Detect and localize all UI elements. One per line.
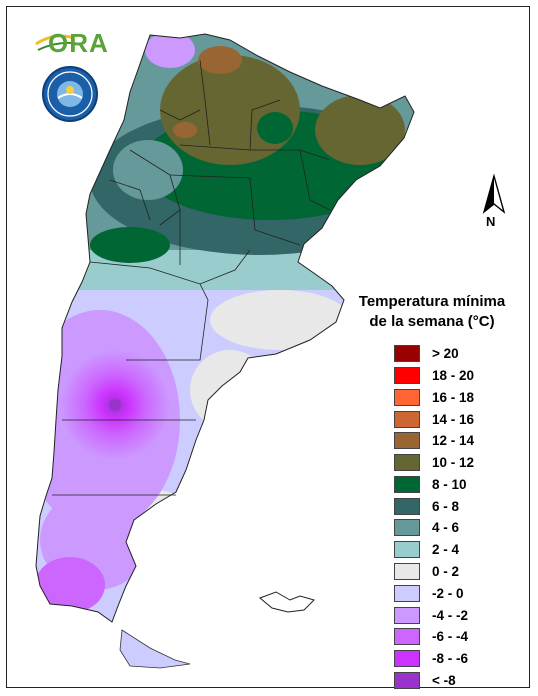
legend-item: < -8 xyxy=(394,671,530,690)
legend: Temperatura mínima de la semana (°C) > 2… xyxy=(340,292,530,693)
legend-label: 4 - 6 xyxy=(432,520,460,536)
legend-label: < -8 xyxy=(432,672,456,688)
legend-swatch xyxy=(394,366,420,384)
north-arrow-icon xyxy=(482,174,506,214)
north-label: N xyxy=(486,214,496,229)
legend-swatch xyxy=(394,410,420,428)
ora-logo: ORA xyxy=(34,26,109,58)
legend-item: -6 - -4 xyxy=(394,627,530,646)
legend-swatch xyxy=(394,454,420,472)
legend-swatch xyxy=(394,628,420,646)
legend-title-line2: de la semana (°C) xyxy=(369,313,495,330)
legend-label: 14 - 16 xyxy=(432,411,475,427)
legend-item: 16 - 18 xyxy=(394,388,530,407)
legend-swatch xyxy=(394,671,420,689)
legend-swatch xyxy=(394,541,420,559)
legend-item: 2 - 4 xyxy=(394,540,530,559)
legend-item: 8 - 10 xyxy=(394,475,530,494)
legend-label: -8 - -6 xyxy=(432,651,469,667)
legend-item: -4 - -2 xyxy=(394,605,530,624)
ora-logo-text: ORA xyxy=(48,28,109,58)
legend-swatch xyxy=(394,345,420,363)
legend-label: 10 - 12 xyxy=(432,455,475,471)
legend-label: 6 - 8 xyxy=(432,498,460,514)
legend-label: 18 - 20 xyxy=(432,367,475,383)
coastline xyxy=(35,33,415,623)
legend-item: 12 - 14 xyxy=(394,431,530,450)
legend-label: 2 - 4 xyxy=(432,542,460,558)
legend-item: 14 - 16 xyxy=(394,409,530,428)
smn-seal-logo xyxy=(42,66,98,122)
legend-label: 8 - 10 xyxy=(432,476,467,492)
legend-item: 10 - 12 xyxy=(394,453,530,472)
legend-swatch xyxy=(394,388,420,406)
tierra-del-fuego xyxy=(119,629,191,669)
legend-label: > 20 xyxy=(432,346,459,362)
legend-title: Temperatura mínima de la semana (°C) xyxy=(334,292,530,332)
legend-swatch xyxy=(394,432,420,450)
smn-emblem-icon xyxy=(47,71,93,117)
legend-swatch xyxy=(394,584,420,602)
legend-label: -2 - 0 xyxy=(432,585,464,601)
legend-swatch xyxy=(394,475,420,493)
legend-swatch xyxy=(394,606,420,624)
legend-item: 18 - 20 xyxy=(394,366,530,385)
ora-swoosh-icon xyxy=(35,34,81,51)
legend-title-line1: Temperatura mínima xyxy=(358,293,506,310)
legend-swatch xyxy=(394,497,420,515)
legend-item: 0 - 2 xyxy=(394,562,530,581)
malvinas-islands xyxy=(259,591,315,613)
legend-label: 16 - 18 xyxy=(432,389,475,405)
legend-swatch xyxy=(394,519,420,537)
legend-item: 4 - 6 xyxy=(394,518,530,537)
legend-item: -8 - -6 xyxy=(394,649,530,668)
province-borders xyxy=(52,59,331,496)
legend-label: 0 - 2 xyxy=(432,564,460,579)
legend-swatch xyxy=(394,650,420,668)
legend-item: 6 - 8 xyxy=(394,496,530,515)
legend-label: -4 - -2 xyxy=(432,607,469,623)
legend-item: > 20 xyxy=(394,344,530,363)
legend-items: > 20 18 - 20 16 - 18 14 - 16 12 - 14 10 … xyxy=(394,344,530,690)
legend-item: -2 - 0 xyxy=(394,584,530,603)
legend-label: 12 - 14 xyxy=(432,433,475,449)
legend-swatch xyxy=(394,563,420,580)
legend-label: -6 - -4 xyxy=(432,629,469,645)
